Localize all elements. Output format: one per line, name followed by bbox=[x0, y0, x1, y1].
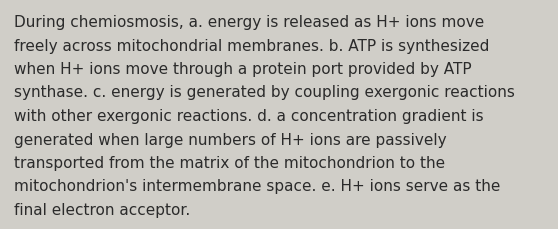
Text: transported from the matrix of the mitochondrion to the: transported from the matrix of the mitoc… bbox=[14, 155, 445, 170]
Text: when H+ ions move through a protein port provided by ATP: when H+ ions move through a protein port… bbox=[14, 62, 472, 77]
Text: synthase. c. energy is generated by coupling exergonic reactions: synthase. c. energy is generated by coup… bbox=[14, 85, 515, 100]
Text: generated when large numbers of H+ ions are passively: generated when large numbers of H+ ions … bbox=[14, 132, 446, 147]
Text: During chemiosmosis, a. energy is released as H+ ions move: During chemiosmosis, a. energy is releas… bbox=[14, 15, 484, 30]
Text: final electron acceptor.: final electron acceptor. bbox=[14, 202, 190, 217]
Text: freely across mitochondrial membranes. b. ATP is synthesized: freely across mitochondrial membranes. b… bbox=[14, 38, 489, 53]
Text: with other exergonic reactions. d. a concentration gradient is: with other exergonic reactions. d. a con… bbox=[14, 109, 484, 123]
Text: mitochondrion's intermembrane space. e. H+ ions serve as the: mitochondrion's intermembrane space. e. … bbox=[14, 179, 501, 194]
